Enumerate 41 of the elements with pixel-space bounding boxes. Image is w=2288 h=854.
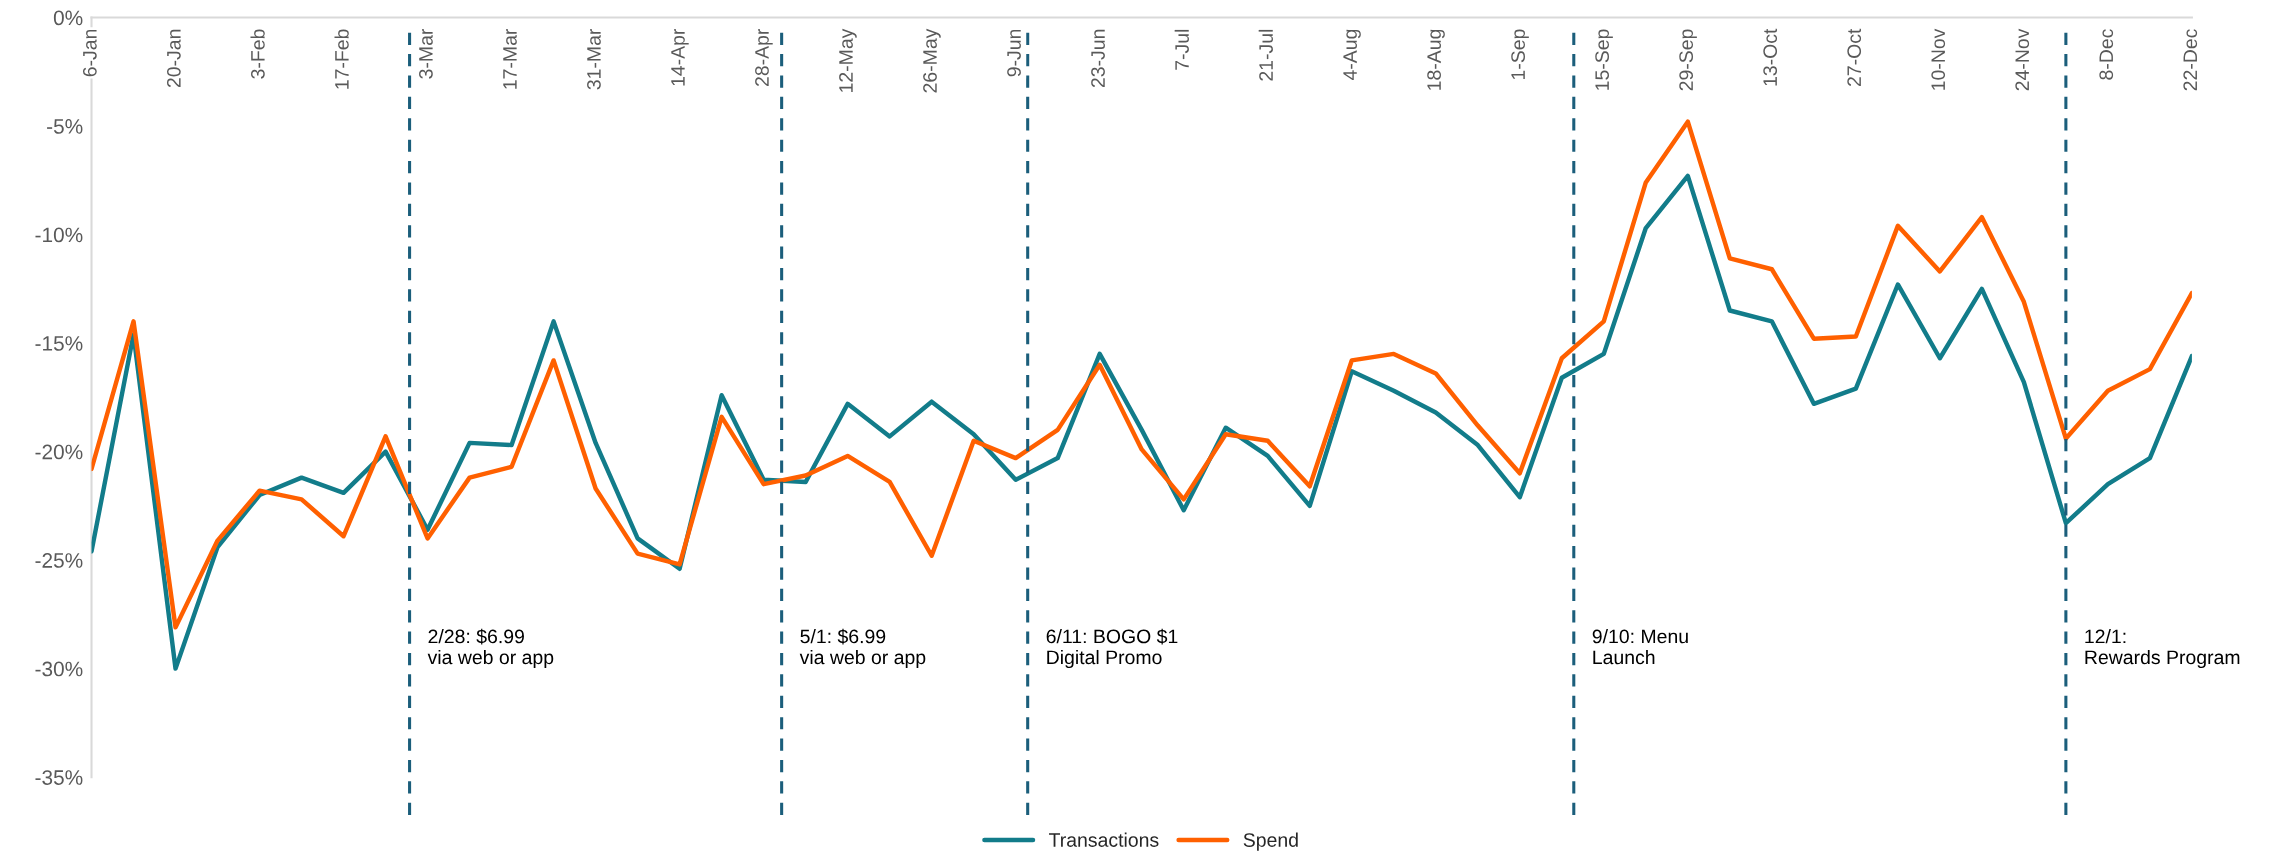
- x-tick-label: 29-Sep: [1679, 29, 1697, 91]
- ref-line-label: 6/11: BOGO $1 Digital Promo: [1046, 628, 1178, 669]
- y-tick-label: -30%: [35, 661, 83, 677]
- x-tick-label: 21-Jul: [1258, 29, 1273, 81]
- legend-label: Spend: [1243, 832, 1298, 851]
- x-tick-label: 7-Jul: [1174, 29, 1189, 70]
- y-tick-label: -10%: [35, 227, 83, 243]
- x-tick-label: 13-Oct: [1763, 28, 1778, 86]
- x-tick-label: 6-Jan: [82, 29, 97, 77]
- x-tick-label: 15-Sep: [1595, 29, 1613, 90]
- x-tick-label: 24-Nov: [2015, 28, 2030, 91]
- ref-line-label: 12/1: Rewards Program: [2085, 629, 2240, 669]
- y-tick-label: -20%: [35, 444, 83, 460]
- legend-label: Transactions: [1049, 832, 1159, 847]
- x-tick-label: 3-Mar: [419, 28, 433, 79]
- x-tick-label: 10-Nov: [1931, 28, 1946, 90]
- x-tick-label: 1-Sep: [1511, 29, 1529, 80]
- x-tick-label: 26-May: [923, 28, 941, 93]
- x-tick-label: 20-Jan: [166, 29, 181, 88]
- ref-line-label: 5/1: $6.99 via web or app: [799, 628, 926, 669]
- x-tick-label: 3-Feb: [250, 29, 265, 79]
- y-tick-label: -35%: [35, 770, 83, 785]
- x-tick-label: 22-Dec: [2183, 29, 2198, 91]
- ref-line-label: 9/10: Menu Launch: [1592, 629, 1688, 665]
- x-tick-label: 17-Mar: [503, 28, 517, 89]
- x-tick-label: 14-Apr: [671, 28, 689, 86]
- y-tick-label: -15%: [35, 336, 83, 351]
- y-tick-label: 0%: [53, 10, 83, 26]
- x-tick-label: 27-Oct: [1847, 28, 1862, 86]
- x-tick-label: 9-Jun: [1007, 29, 1021, 77]
- x-tick-label: 12-May: [839, 28, 857, 92]
- ref-line-label: 2/28: $6.99 via web or app: [427, 628, 554, 669]
- x-tick-label: 28-Apr: [755, 28, 773, 86]
- x-tick-label: 8-Dec: [2099, 29, 2114, 80]
- y-tick-label: -25%: [35, 553, 83, 568]
- y-tick-label: -5%: [47, 119, 83, 134]
- x-tick-label: 17-Feb: [334, 29, 349, 89]
- x-tick-label: 18-Aug: [1427, 29, 1445, 90]
- x-tick-label: 4-Aug: [1343, 29, 1361, 81]
- x-tick-label: 23-Jun: [1091, 29, 1105, 88]
- x-tick-label: 31-Mar: [587, 28, 601, 90]
